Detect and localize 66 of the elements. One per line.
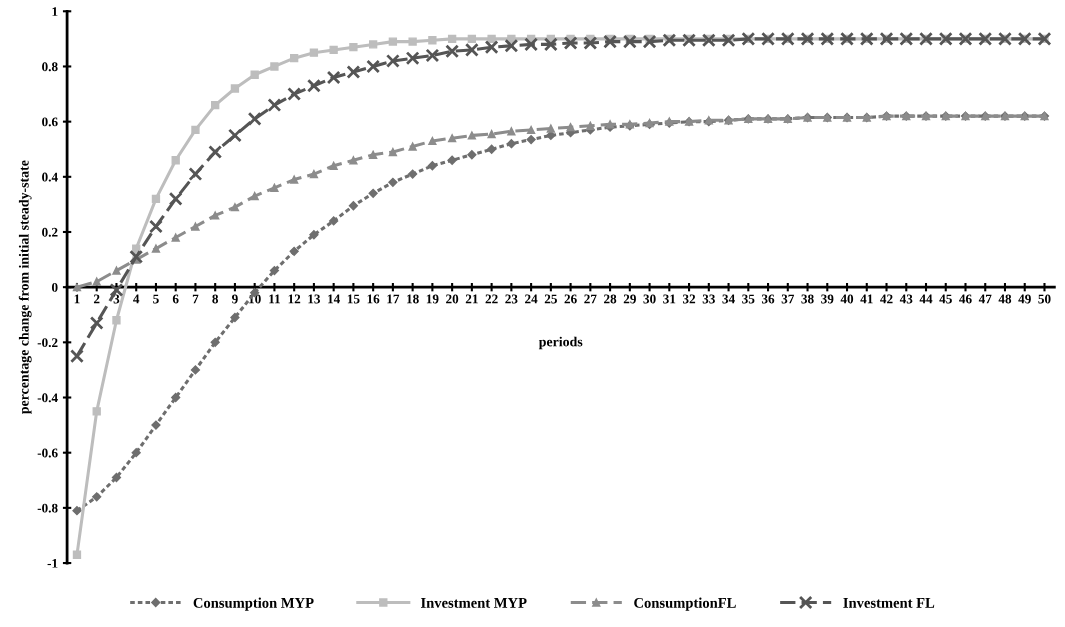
x-tick-label: 49: [1018, 294, 1031, 304]
x-tick-label: 14: [328, 294, 341, 304]
y-tick-label: -0.2: [37, 338, 58, 348]
x-tick-label: 26: [564, 294, 577, 304]
legend-label: Investment FL: [843, 598, 935, 608]
y-tick-label: -0.4: [37, 393, 58, 403]
legend-label: Consumption MYP: [193, 597, 314, 611]
x-tick-label: 41: [860, 294, 873, 304]
x-tick-label: 16: [367, 294, 380, 304]
x-tick-label: 48: [998, 294, 1012, 304]
y-tick-label: 1: [52, 7, 58, 16]
x-tick-label: 50: [1038, 294, 1051, 304]
x-tick-label: 43: [899, 294, 913, 304]
x-tick-label: 2: [93, 294, 100, 304]
x-tick-label: 32: [682, 294, 696, 304]
legend-label: ConsumptionFL: [634, 597, 736, 611]
x-tick-label: 31: [663, 294, 676, 304]
legend-label: Investment MYP: [420, 598, 527, 608]
y-tick-label: 0.8: [42, 62, 58, 72]
x-tick-label: 4: [133, 294, 140, 304]
x-tick-label: 25: [544, 294, 557, 304]
x-tick-label: 11: [269, 294, 280, 304]
x-tick-label: 37: [781, 294, 795, 304]
x-tick-label: 35: [742, 294, 755, 304]
x-tick-label: 36: [761, 294, 775, 304]
y-tick-label: 0.4: [42, 172, 58, 182]
x-axis-title: periods: [538, 336, 583, 350]
x-tick-label: 5: [153, 294, 159, 304]
x-tick-label: 7: [192, 294, 199, 304]
x-tick-label: 28: [604, 294, 617, 304]
x-tick-label: 22: [485, 294, 498, 304]
x-tick-label: 45: [939, 294, 952, 304]
y-tick-label: -0.6: [37, 448, 58, 458]
x-tick-label: 33: [702, 294, 715, 304]
x-tick-label: 42: [880, 294, 893, 304]
x-tick-label: 6: [172, 294, 179, 304]
y-tick-label: -1: [47, 558, 58, 568]
y-tick-label: 0.6: [42, 117, 58, 127]
x-tick-label: 34: [722, 294, 735, 304]
x-tick-label: 21: [465, 294, 478, 304]
y-tick-label: 0.2: [42, 227, 58, 237]
x-tick-label: 29: [623, 294, 636, 304]
y-tick-label: 0: [51, 282, 58, 292]
x-tick-label: 3: [113, 294, 120, 304]
x-tick-label: 8: [212, 294, 219, 304]
x-tick-label: 27: [584, 294, 597, 304]
x-tick-label: 38: [801, 294, 814, 304]
x-tick-label: 20: [446, 294, 459, 304]
x-tick-label: 40: [840, 294, 854, 304]
x-tick-label: 12: [288, 294, 301, 304]
x-tick-label: 30: [643, 294, 656, 304]
x-tick-label: 18: [407, 294, 419, 304]
x-tick-label: 47: [978, 294, 992, 304]
x-tick-label: 9: [231, 294, 238, 304]
x-tick-label: 24: [525, 294, 538, 304]
x-tick-label: 1: [74, 294, 80, 304]
y-axis-title: percentage change from initial steady-state: [18, 160, 32, 415]
x-tick-label: 46: [959, 294, 972, 304]
x-tick-label: 15: [347, 294, 360, 304]
x-tick-label: 13: [308, 294, 321, 304]
x-tick-label: 23: [505, 294, 518, 304]
x-tick-label: 39: [821, 294, 834, 304]
x-tick-label: 44: [919, 294, 933, 304]
x-tick-label: 17: [387, 294, 400, 304]
y-tick-label: -0.8: [37, 503, 58, 513]
x-tick-label: 19: [426, 294, 439, 304]
